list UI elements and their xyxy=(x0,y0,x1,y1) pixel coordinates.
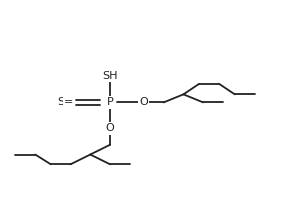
Text: O: O xyxy=(140,97,148,107)
Text: SH: SH xyxy=(102,71,118,81)
Text: S: S xyxy=(57,97,64,107)
Text: P: P xyxy=(107,97,113,107)
Text: =: = xyxy=(64,97,73,107)
Text: O: O xyxy=(106,123,114,134)
